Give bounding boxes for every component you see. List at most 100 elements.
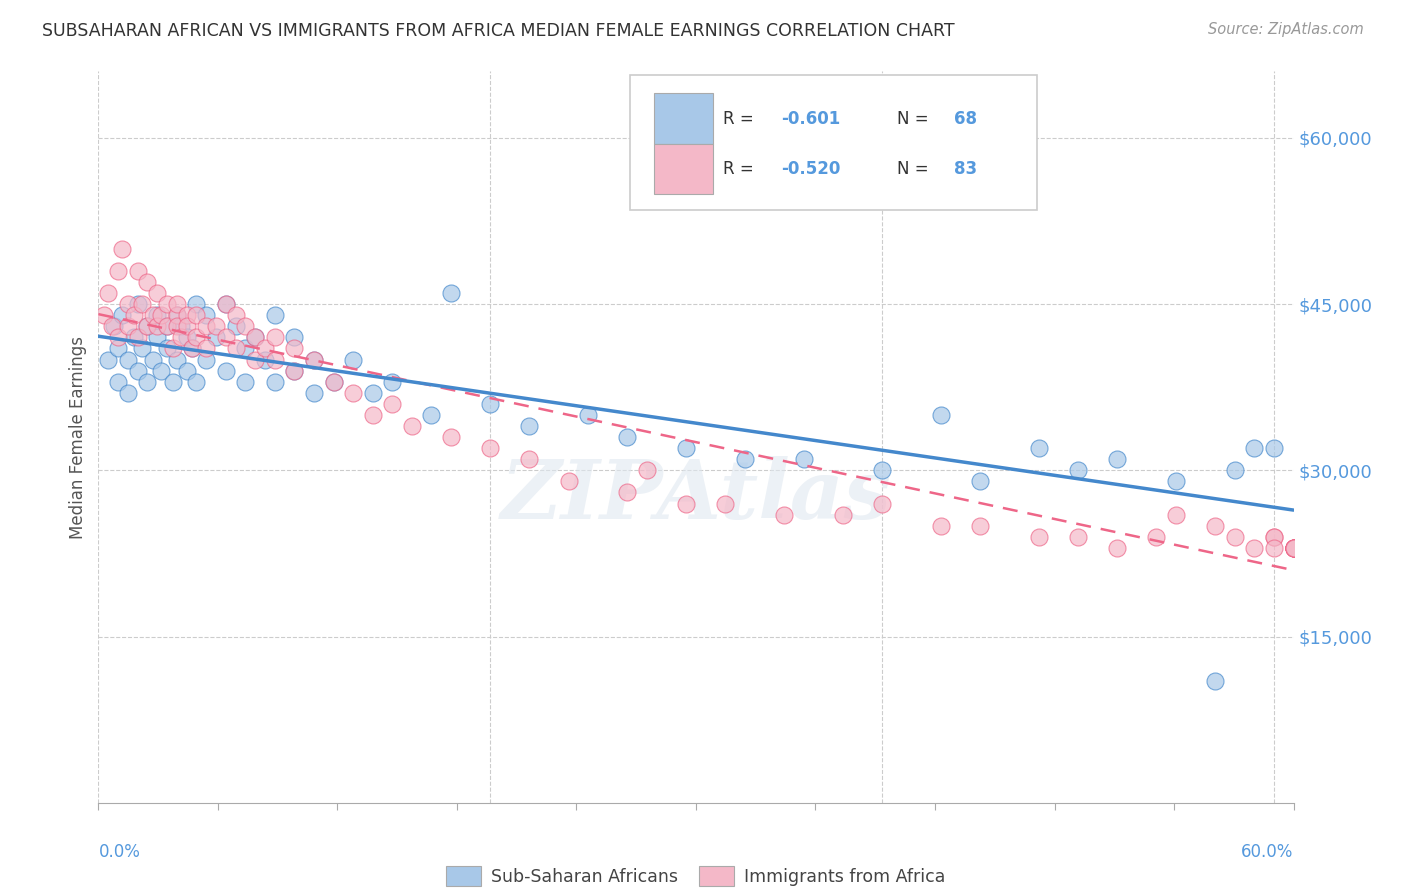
Point xyxy=(111,242,134,256)
Point xyxy=(616,485,638,500)
Point xyxy=(181,342,204,356)
Point xyxy=(97,352,120,367)
Point xyxy=(107,342,129,356)
Point xyxy=(127,363,149,377)
Point xyxy=(342,385,364,400)
Point xyxy=(156,297,179,311)
Point xyxy=(1107,541,1129,555)
Point xyxy=(440,285,463,300)
Point xyxy=(150,363,173,377)
Point xyxy=(1223,530,1246,544)
Point xyxy=(263,352,285,367)
Point xyxy=(156,319,179,334)
Point xyxy=(136,375,159,389)
Point xyxy=(1164,475,1187,489)
Point xyxy=(1282,541,1305,555)
Point xyxy=(616,430,638,444)
Point xyxy=(107,330,129,344)
Point xyxy=(215,297,238,311)
Point xyxy=(969,518,991,533)
Point xyxy=(1028,530,1050,544)
Point xyxy=(302,352,325,367)
Point xyxy=(166,319,188,334)
Text: 68: 68 xyxy=(955,110,977,128)
Point xyxy=(283,330,305,344)
Point xyxy=(1282,541,1305,555)
Point xyxy=(170,330,193,344)
Point xyxy=(142,352,165,367)
Point xyxy=(1282,541,1305,555)
Point xyxy=(420,408,443,422)
Point xyxy=(186,375,208,389)
Text: R =: R = xyxy=(724,161,759,178)
Point xyxy=(1282,541,1305,555)
Point xyxy=(215,363,238,377)
Text: N =: N = xyxy=(897,110,934,128)
Point xyxy=(870,497,893,511)
Point xyxy=(195,319,218,334)
Point xyxy=(1107,452,1129,467)
Point xyxy=(322,375,344,389)
Point xyxy=(1263,441,1285,455)
Point xyxy=(127,330,149,344)
Point xyxy=(146,330,169,344)
Point xyxy=(97,285,120,300)
Point xyxy=(929,408,952,422)
Point xyxy=(381,397,404,411)
Point xyxy=(225,319,247,334)
Point xyxy=(243,330,266,344)
Point xyxy=(302,352,325,367)
Text: 83: 83 xyxy=(955,161,977,178)
Point xyxy=(166,308,188,322)
Point xyxy=(479,397,502,411)
Point xyxy=(186,308,208,322)
Point xyxy=(1164,508,1187,522)
Point xyxy=(1243,441,1265,455)
Point xyxy=(111,308,134,322)
Point xyxy=(243,352,266,367)
Point xyxy=(322,375,344,389)
Point xyxy=(117,319,139,334)
Point xyxy=(225,308,247,322)
FancyBboxPatch shape xyxy=(654,94,713,144)
Point xyxy=(1282,541,1305,555)
Point xyxy=(253,342,276,356)
Point xyxy=(1067,463,1090,477)
Point xyxy=(176,308,198,322)
Point xyxy=(131,342,153,356)
Point xyxy=(176,319,198,334)
Point xyxy=(205,330,228,344)
Point xyxy=(170,319,193,334)
Y-axis label: Median Female Earnings: Median Female Earnings xyxy=(69,335,87,539)
Point xyxy=(215,297,238,311)
Point xyxy=(195,342,218,356)
Point xyxy=(107,375,129,389)
Point xyxy=(101,319,124,334)
Text: 0.0%: 0.0% xyxy=(98,843,141,861)
Point xyxy=(870,463,893,477)
Point xyxy=(263,330,285,344)
Point xyxy=(440,430,463,444)
Point xyxy=(1263,530,1285,544)
Point xyxy=(195,308,218,322)
Point xyxy=(1282,541,1305,555)
Point xyxy=(146,285,169,300)
Point xyxy=(186,330,208,344)
Point xyxy=(1282,541,1305,555)
Point xyxy=(162,375,184,389)
FancyBboxPatch shape xyxy=(654,144,713,194)
Point xyxy=(136,319,159,334)
Point xyxy=(235,375,257,389)
Point xyxy=(381,375,404,389)
Text: Source: ZipAtlas.com: Source: ZipAtlas.com xyxy=(1208,22,1364,37)
Point xyxy=(519,419,541,434)
Point xyxy=(166,297,188,311)
Text: ZIPAtlas: ZIPAtlas xyxy=(501,456,891,535)
Point xyxy=(283,363,305,377)
Point xyxy=(225,342,247,356)
Point xyxy=(176,363,198,377)
Point xyxy=(162,342,184,356)
Point xyxy=(675,497,697,511)
Point xyxy=(342,352,364,367)
Point xyxy=(235,319,257,334)
